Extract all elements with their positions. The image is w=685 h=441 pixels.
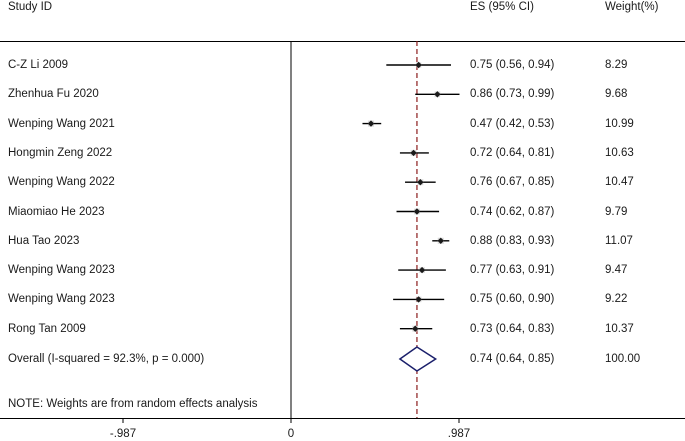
point-estimate	[417, 179, 424, 186]
es-ci-text: 0.76 (0.67, 0.85)	[470, 176, 555, 189]
study-label: C-Z Li 2009	[8, 59, 69, 71]
overall-weight-text: 100.00	[605, 353, 641, 365]
study-label: Rong Tan 2009	[8, 322, 86, 335]
study-label: Miaomiao He 2023	[8, 205, 105, 218]
header-es-ci: ES (95% CI)	[470, 1, 534, 13]
point-estimate	[415, 296, 422, 303]
weight-text: 10.99	[605, 117, 634, 130]
weight-text: 8.29	[605, 59, 628, 71]
study-label: Wenping Wang 2021	[8, 117, 115, 130]
study-label: Hongmin Zeng 2022	[8, 146, 113, 159]
point-estimate	[413, 208, 421, 215]
overall-es-text: 0.74 (0.64, 0.85)	[470, 353, 555, 365]
es-ci-text: 0.77 (0.63, 0.91)	[470, 264, 555, 277]
es-ci-text: 0.86 (0.73, 0.99)	[470, 88, 555, 101]
weight-text: 9.79	[605, 205, 628, 218]
es-ci-text: 0.75 (0.56, 0.94)	[470, 59, 555, 71]
es-ci-text: 0.47 (0.42, 0.53)	[470, 117, 555, 130]
es-ci-text: 0.72 (0.64, 0.81)	[470, 146, 555, 159]
weight-text: 9.68	[605, 88, 628, 101]
header-weight: Weight(%)	[605, 1, 659, 13]
x-axis-ticks: -.987 0 .987	[110, 418, 470, 440]
study-label: Hua Tao 2023	[8, 234, 80, 247]
es-ci-text: 0.74 (0.62, 0.87)	[470, 205, 555, 218]
weight-text: 9.22	[605, 293, 628, 306]
header-study-id: Study ID	[8, 1, 53, 13]
weights-note: NOTE: Weights are from random effects an…	[8, 398, 258, 410]
study-rows-layer	[362, 61, 460, 332]
point-estimate	[412, 325, 419, 332]
weight-text: 11.07	[605, 234, 633, 247]
weight-text: 10.63	[605, 146, 634, 159]
point-estimate	[418, 266, 426, 274]
study-label: Wenping Wang 2022	[8, 176, 115, 189]
x-tick-label: 0	[288, 428, 294, 440]
es-ci-text: 0.88 (0.83, 0.93)	[470, 234, 555, 247]
point-estimate	[434, 91, 441, 98]
point-estimate	[415, 61, 422, 69]
weight-text: 9.47	[605, 264, 628, 277]
point-estimate	[437, 237, 444, 244]
overall-diamond	[398, 346, 438, 372]
weight-text: 10.47	[605, 176, 634, 189]
study-label: Zhenhua Fu 2020	[8, 88, 99, 101]
overall-label: Overall (I-squared = 92.3%, p = 0.000)	[8, 353, 205, 365]
point-estimate	[410, 149, 417, 157]
weight-text: 10.37	[605, 322, 634, 335]
es-ci-text: 0.75 (0.60, 0.90)	[470, 293, 555, 306]
x-tick-label: .987	[448, 428, 470, 440]
point-estimate	[367, 120, 375, 127]
es-ci-text: 0.73 (0.64, 0.83)	[470, 322, 555, 335]
x-tick-label: -.987	[110, 428, 136, 440]
study-label: Wenping Wang 2023	[8, 293, 115, 306]
study-label: Wenping Wang 2023	[8, 264, 115, 277]
